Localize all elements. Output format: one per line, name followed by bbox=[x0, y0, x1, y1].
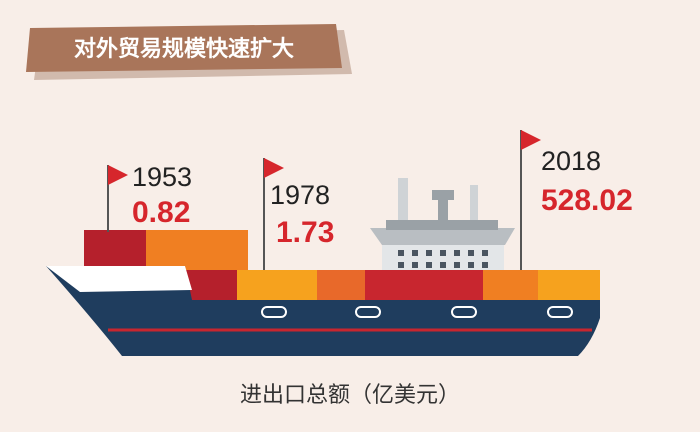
year-label: 1978 bbox=[270, 180, 330, 210]
ship bbox=[46, 178, 600, 356]
value-label: 1.73 bbox=[276, 216, 334, 249]
year-label: 1953 bbox=[132, 162, 192, 192]
year-label: 2018 bbox=[541, 146, 601, 176]
flags bbox=[107, 130, 541, 270]
title: 对外贸易规模快速扩大 bbox=[74, 36, 294, 62]
title-banner: 对外贸易规模快速扩大 bbox=[26, 24, 352, 80]
value-label: 0.82 bbox=[132, 196, 190, 229]
caption: 进出口总额（亿美元） bbox=[240, 383, 460, 408]
value-label: 528.02 bbox=[541, 184, 633, 217]
